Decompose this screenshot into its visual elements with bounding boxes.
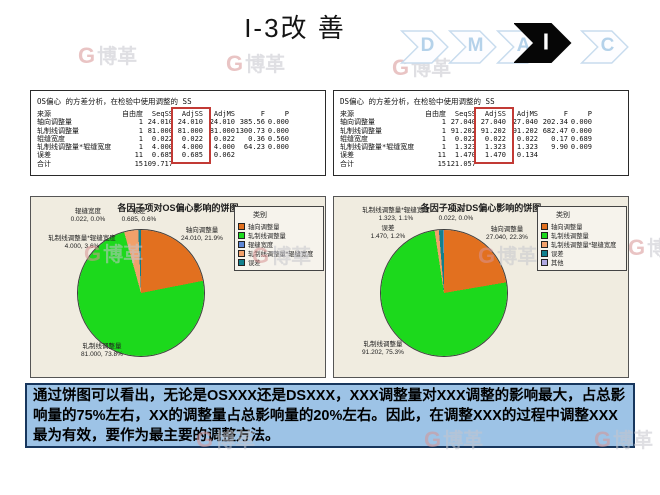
- legend-swatch-icon: [238, 241, 245, 248]
- page-title: I-3改 善: [244, 13, 346, 43]
- dmaic-chevron-control: C: [580, 30, 630, 64]
- legend-item: 轧制线调整量*辊缝宽度: [235, 249, 323, 258]
- dmaic-chevron-measure: M: [448, 30, 498, 64]
- legend-item: 轴向调整量: [235, 222, 323, 231]
- chevron-icon: [448, 30, 497, 64]
- legend-item: 其他: [538, 258, 626, 267]
- pie-slice-label: 轴向调整量 24.010, 21.9%: [181, 227, 223, 243]
- chevron-icon: [400, 30, 449, 64]
- anova-panel-os: OS偏心 的方差分析，在检验中使用调整的 SS 来源 自由度 SeqSS AdjSS A…: [30, 90, 326, 176]
- dmaic-chevron-define: D: [400, 30, 450, 64]
- legend-swatch-icon: [238, 250, 245, 257]
- pie-slice-label: 辊缝宽度 0.022, 0.0%: [70, 208, 106, 224]
- table-row: 轧制线调整量 1 91.202 91.202 91.202 682.47 0.000: [340, 126, 592, 135]
- pie-chart: [381, 230, 507, 356]
- pie-slice-label: 轧制线调整量 81.000, 73.8%: [81, 343, 123, 359]
- pie-chart-title: 各因子项对DS偏心影响的饼图: [420, 203, 542, 213]
- table-row: 轴向调整量 1 24.010 24.010 24.010 385.56 0.000: [37, 118, 289, 127]
- legend-list: 轴向调整量 轧制线调整量 辊缝宽度 轧制线调整量*辊缝宽度 误差: [235, 222, 323, 267]
- pie-legend: 类别 轴向调整量 轧制线调整量 辊缝宽度 轧制线调整量*辊缝宽度 误差: [234, 206, 324, 271]
- pie-slice-label: 轧制线调整量*辊缝宽度 1.323, 1.1%: [362, 207, 430, 223]
- anova-table: 来源 自由度 SeqSS AdjSS AdjMS F P 轴向调整量 1 27.040 27.040…: [340, 110, 592, 168]
- legend-title: 类别: [253, 212, 267, 219]
- anova-panel-ds: DS偏心 的方差分析，在检验中使用调整的 SS 来源 自由度 SeqSS AdjSS A…: [333, 90, 629, 176]
- pie-chart: [78, 230, 204, 356]
- conclusion-text: 通过饼图可以看出，无论是OSXXX还是DSXXX，XXX调整量对XXX调整的影响…: [33, 388, 626, 444]
- table-row: 合计 15 121.057: [340, 159, 476, 168]
- table-row: 合计 15 109.717: [37, 159, 173, 168]
- brand-logo-icon: G: [78, 43, 96, 68]
- pie-slice-label: Other 0.022, 0.0%: [438, 207, 474, 223]
- legend-item: 轴向调整量: [538, 222, 626, 231]
- legend-swatch-icon: [541, 259, 548, 266]
- chevron-icon: [514, 22, 572, 64]
- legend-swatch-icon: [541, 223, 548, 230]
- pie-slice-label: 误差 0.685, 0.6%: [121, 208, 157, 224]
- chevron-icon: [580, 30, 629, 64]
- dmaic-letter: D: [420, 35, 435, 57]
- pie-chart-panel-ds: 各因子项对DS偏心影响的饼图 轴向调整量 27.040, 22.3% 轧制线调整量 9…: [333, 196, 629, 378]
- table-row: 轧制线调整量*辊缝宽度 1 4.000 4.000 4.000 64.23 0.000: [37, 143, 289, 152]
- pie-chart-panel-os: 各因子项对OS偏心影响的饼图 轴向调整量 24.010, 21.9% 轧制线调整量 8…: [30, 196, 326, 378]
- table-row: 辊缝宽度 1 0.022 0.022 0.022 0.36 0.560: [37, 134, 289, 143]
- table-row: 轧制线调整量*辊缝宽度 1 1.323 1.323 1.323 9.90 0.009: [340, 143, 592, 152]
- dmaic-letter: I: [542, 28, 550, 55]
- legend-item: 误差: [538, 249, 626, 258]
- anova-table: 来源 自由度 SeqSS AdjSS AdjMS F P 轴向调整量 1 24.010 24.010…: [37, 110, 289, 168]
- dmaic-chevron-improve-active: I: [514, 20, 572, 66]
- table-row: 轧制线调整量 1 81.000 81.000 81.000 1300.73 0.000: [37, 126, 289, 135]
- legend-title: 类别: [556, 212, 570, 219]
- pie-slice-label: 误差 1.470, 1.2%: [370, 225, 406, 241]
- brand-logo-icon: G: [226, 51, 244, 76]
- table-row: 轴向调整量 1 27.040 27.040 27.040 202.34 0.000: [340, 118, 592, 127]
- pie-slice-label: 轧制线调整量*辊缝宽度 4.000, 3.6%: [48, 235, 116, 251]
- legend-swatch-icon: [541, 250, 548, 257]
- anova-title: DS偏心 的方差分析，在检验中使用调整的 SS: [340, 97, 495, 106]
- legend-item: 轧制线调整量*辊缝宽度: [538, 240, 626, 249]
- table-header-row: 来源 自由度 SeqSS AdjSS AdjMS F P: [37, 110, 289, 118]
- pie-legend: 类别 轴向调整量 轧制线调整量 轧制线调整量*辊缝宽度 误差 其他: [537, 206, 627, 271]
- legend-swatch-icon: [541, 232, 548, 239]
- table-header-row: 来源 自由度 SeqSS AdjSS AdjMS F P: [340, 110, 592, 118]
- table-row: 辊缝宽度 1 0.022 0.022 0.022 0.17 0.689: [340, 134, 592, 143]
- dmaic-letter: M: [467, 35, 484, 57]
- legend-item: 轧制线调整量: [538, 231, 626, 240]
- adjss-highlight-box: [171, 107, 211, 164]
- legend-item: 误差: [235, 258, 323, 267]
- pie-slice-label: 轧制线调整量 91.202, 75.3%: [362, 341, 404, 357]
- pie-chart-title: 各因子项对OS偏心影响的饼图: [117, 203, 239, 213]
- legend-list: 轴向调整量 轧制线调整量 轧制线调整量*辊缝宽度 误差 其他: [538, 222, 626, 267]
- brand-watermark: G博革: [628, 235, 660, 260]
- legend-item: 辊缝宽度: [235, 240, 323, 249]
- legend-swatch-icon: [238, 223, 245, 230]
- legend-item: 轧制线调整量: [235, 231, 323, 240]
- dmaic-letter: C: [600, 35, 615, 57]
- brand-logo-icon: G: [628, 235, 646, 260]
- table-row: 误差 11 1.470 1.470 0.134: [340, 151, 538, 160]
- legend-swatch-icon: [238, 259, 245, 266]
- legend-swatch-icon: [541, 241, 548, 248]
- adjss-highlight-box: [474, 107, 514, 164]
- table-row: 误差 11 0.685 0.685 0.062: [37, 151, 235, 160]
- conclusion-text-box: 通过饼图可以看出，无论是OSXXX还是DSXXX，XXX调整量对XXX调整的影响…: [25, 383, 635, 448]
- legend-swatch-icon: [238, 232, 245, 239]
- anova-title: OS偏心 的方差分析，在检验中使用调整的 SS: [37, 97, 192, 106]
- pie-slice-label: 轴向调整量 27.040, 22.3%: [486, 226, 528, 242]
- dmaic-banner: D M A I C: [398, 20, 658, 72]
